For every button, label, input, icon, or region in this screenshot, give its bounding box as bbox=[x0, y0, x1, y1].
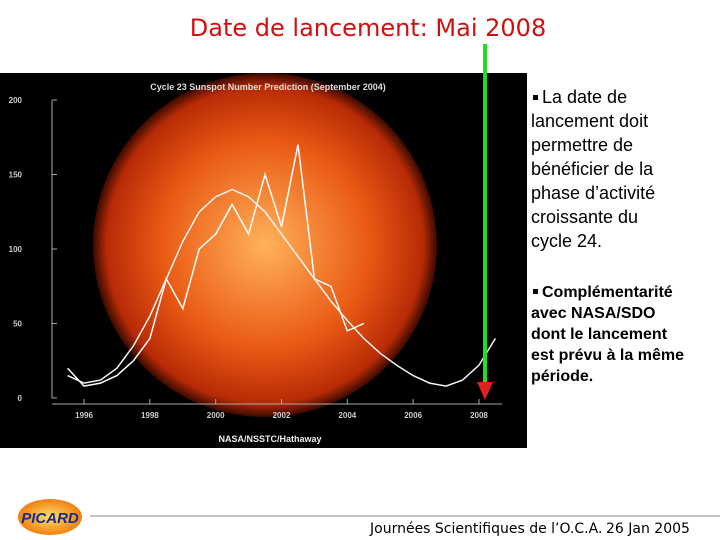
x-tick-label: 1996 bbox=[75, 411, 93, 420]
x-tick-label: 2004 bbox=[338, 411, 356, 420]
bullet-marker bbox=[533, 95, 538, 100]
bullet-line: est prévu à la même bbox=[531, 347, 684, 364]
y-tick-label: 100 bbox=[9, 245, 23, 254]
y-tick-label: 200 bbox=[9, 96, 23, 105]
bullet-line: La date de bbox=[542, 87, 627, 107]
x-tick-label: 1998 bbox=[141, 411, 159, 420]
arrow-head bbox=[477, 382, 493, 400]
footer-date: 26 Jan 2005 bbox=[606, 521, 690, 537]
bullet-line: phase d’activité bbox=[531, 183, 655, 203]
footer-text: Journées Scientifiques de l’O.C.A. bbox=[369, 521, 602, 537]
x-tick-label: 2008 bbox=[470, 411, 488, 420]
bullet-line: avec NASA/SDO bbox=[531, 305, 656, 322]
bullet-line: permettre de bbox=[531, 135, 633, 155]
chart-credit: NASA/NSSTC/Hathaway bbox=[218, 434, 321, 444]
x-tick-label: 2002 bbox=[273, 411, 291, 420]
chart: Cycle 23 Sunspot Number Prediction (Sept… bbox=[9, 82, 502, 444]
y-tick-label: 150 bbox=[9, 171, 23, 180]
bullet-line: croissante du bbox=[531, 207, 638, 227]
bullet-line: Complémentarité bbox=[542, 284, 673, 301]
series-line bbox=[67, 188, 497, 387]
y-tick-label: 0 bbox=[18, 394, 23, 403]
bullet-line: lancement doit bbox=[531, 111, 648, 131]
bullet-marker bbox=[533, 289, 538, 294]
bullet-line: cycle 24. bbox=[531, 231, 602, 251]
logo-text: PICARD bbox=[21, 510, 79, 527]
logo-badge bbox=[18, 499, 82, 535]
x-tick-label: 2006 bbox=[404, 411, 422, 420]
sun-image bbox=[93, 73, 437, 417]
bullet-line: dont le lancement bbox=[531, 326, 668, 343]
chart-title: Cycle 23 Sunspot Number Prediction (Sept… bbox=[150, 82, 386, 92]
y-tick-label: 50 bbox=[13, 320, 22, 329]
bullet-line: bénéficier de la bbox=[531, 159, 654, 179]
bullet-list: La date de lancement doit permettre de béné… bbox=[531, 87, 684, 385]
x-tick-label: 2000 bbox=[207, 411, 225, 420]
bullet-line: période. bbox=[531, 368, 593, 385]
slide-title: Date de lancement: Mai 2008 bbox=[190, 14, 546, 42]
